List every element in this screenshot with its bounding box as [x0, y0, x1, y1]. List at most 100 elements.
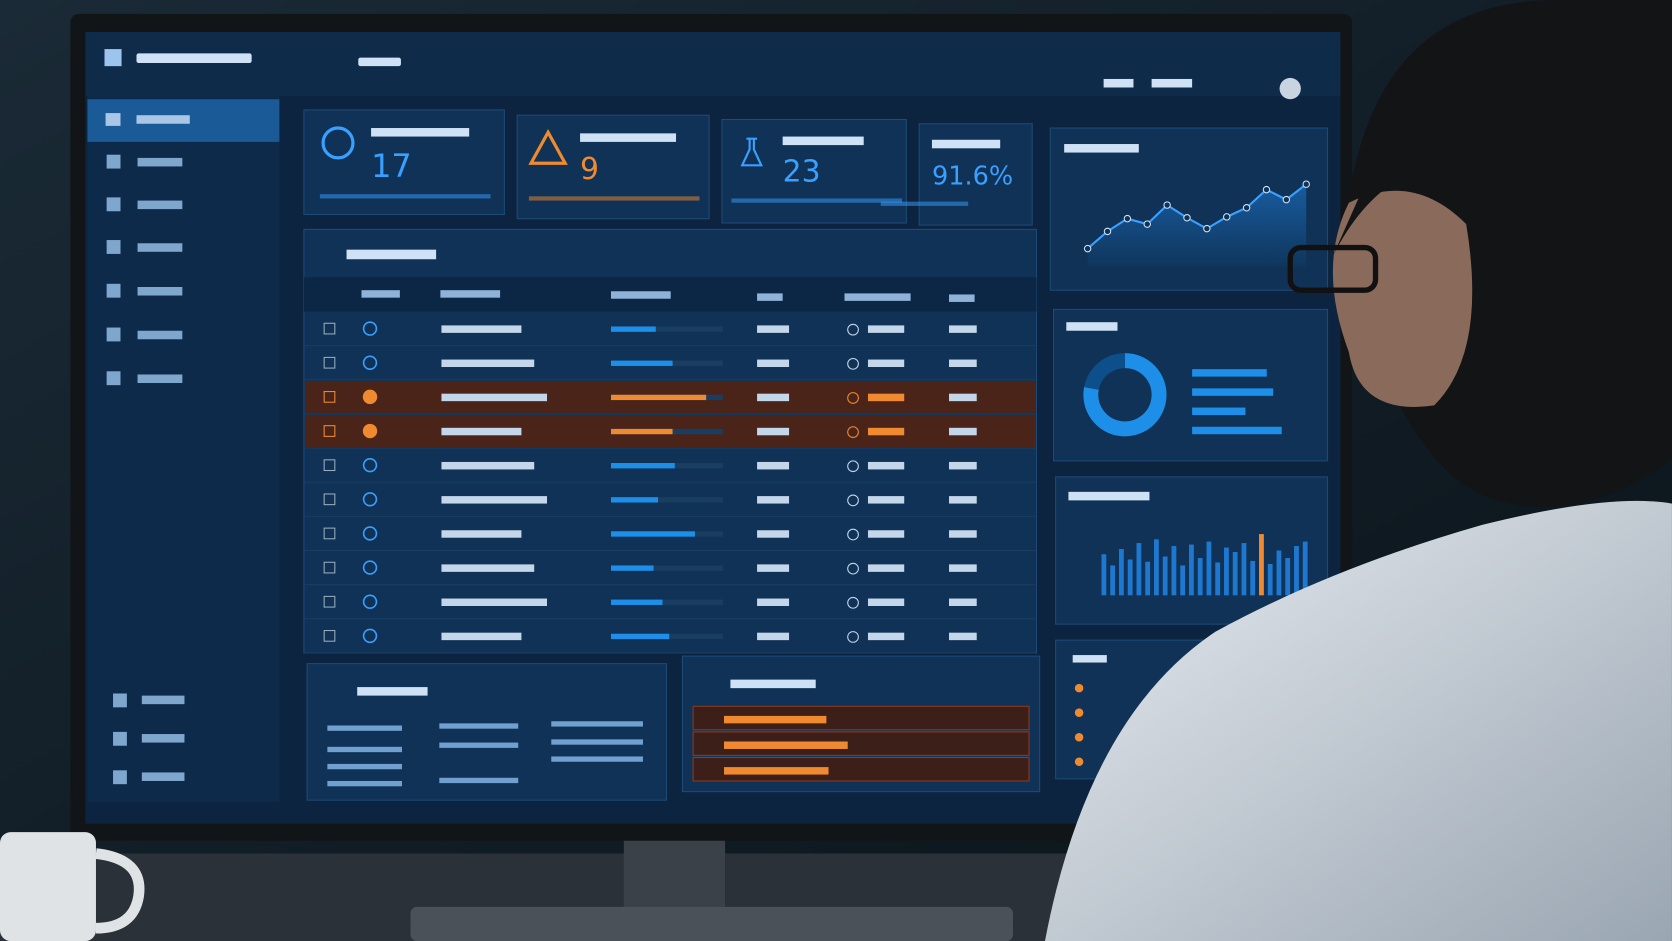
row-time: [867, 598, 905, 606]
row-cell: [757, 359, 790, 368]
progress-bar: [610, 394, 707, 401]
progress-bar: [610, 497, 659, 503]
row-cell: [757, 427, 790, 436]
row-cell: [949, 564, 977, 572]
bar: [1215, 562, 1221, 596]
nav-label: [141, 695, 185, 705]
row-name: [441, 564, 535, 572]
nav-icon: [113, 731, 127, 746]
progress-track: [610, 497, 723, 503]
line-point: [1103, 227, 1112, 236]
row-checkbox: [323, 493, 336, 506]
kpi-value: 17: [371, 147, 412, 185]
row-time: [867, 632, 905, 641]
clock-icon: [847, 596, 859, 609]
donut-segment: [1084, 353, 1126, 391]
row-cell: [949, 496, 977, 504]
line-point: [1302, 180, 1310, 188]
nav-icon: [106, 327, 121, 342]
nav-icon: [113, 770, 127, 785]
line-point: [1083, 244, 1092, 253]
line-area: [1087, 184, 1307, 267]
row-time: [867, 461, 905, 470]
row-cell: [949, 530, 977, 538]
row-cell: [949, 393, 977, 402]
line-point: [1282, 195, 1291, 204]
row-checkbox: [323, 527, 336, 540]
row-name: [441, 530, 522, 538]
kpi-value: 9: [580, 152, 599, 187]
row-cell: [757, 393, 790, 402]
status-icon: [362, 457, 378, 473]
progress-track: [610, 326, 723, 332]
row-time: [867, 393, 905, 402]
row-cell: [949, 427, 977, 436]
line-point: [1183, 214, 1191, 222]
bar: [1197, 557, 1203, 596]
row-cell: [757, 564, 790, 572]
row-time: [867, 530, 905, 538]
status-icon: [362, 321, 378, 336]
row-checkbox: [323, 356, 336, 369]
status-icon: [362, 492, 378, 507]
line-point: [1123, 214, 1132, 223]
progress-bar: [610, 599, 663, 605]
bar: [1118, 549, 1124, 596]
bar: [1241, 543, 1247, 596]
row-cell: [949, 461, 977, 470]
row-time: [867, 564, 905, 572]
bar: [1101, 554, 1107, 596]
nav-label: [137, 200, 183, 210]
bar: [1180, 565, 1186, 596]
row-name: [441, 598, 548, 606]
progress-track: [610, 599, 723, 605]
bar: [1285, 557, 1291, 596]
kpi-value: 23: [783, 154, 821, 189]
bar: [1162, 556, 1168, 596]
nav-icon: [106, 240, 121, 254]
row-checkbox: [323, 425, 336, 437]
line-point: [1262, 185, 1271, 194]
bar: [1302, 541, 1308, 596]
kpi-sparkbar: [319, 194, 491, 199]
row-time: [867, 427, 905, 436]
progress-bar: [610, 326, 656, 332]
row-cell: [757, 598, 790, 606]
status-icon: [362, 594, 378, 609]
line-point: [1163, 201, 1171, 209]
clock-icon: [847, 528, 859, 541]
bar: [1294, 546, 1299, 596]
nav-icon: [113, 693, 127, 708]
nav-label: [141, 734, 185, 743]
clock-icon: [847, 562, 859, 575]
clock-icon: [847, 357, 859, 370]
progress-bar: [610, 463, 675, 469]
bar: [1127, 559, 1133, 596]
row-cell: [757, 530, 790, 538]
row-name: [441, 632, 522, 641]
row-cell: [949, 325, 977, 333]
bar: [1136, 543, 1142, 596]
row-cell: [949, 632, 977, 641]
row-cell: [949, 359, 977, 368]
row-checkbox: [323, 459, 336, 472]
row-checkbox: [323, 391, 336, 403]
kpi-sparkbar: [880, 201, 969, 206]
nav-icon: [106, 197, 121, 212]
progress-bar: [610, 565, 654, 571]
nav-label: [137, 374, 183, 384]
row-time: [867, 325, 905, 333]
kpi-sparkbar: [731, 198, 903, 203]
nav-icon: [106, 371, 121, 386]
nav-label: [137, 243, 183, 252]
clock-icon: [847, 426, 859, 438]
bar: [1276, 550, 1282, 596]
row-name: [441, 325, 522, 333]
row-checkbox: [323, 561, 336, 574]
row-name: [441, 496, 548, 504]
bar: [1267, 563, 1273, 596]
bar: [1189, 544, 1194, 596]
row-checkbox: [323, 322, 336, 335]
bar: [1110, 565, 1116, 596]
